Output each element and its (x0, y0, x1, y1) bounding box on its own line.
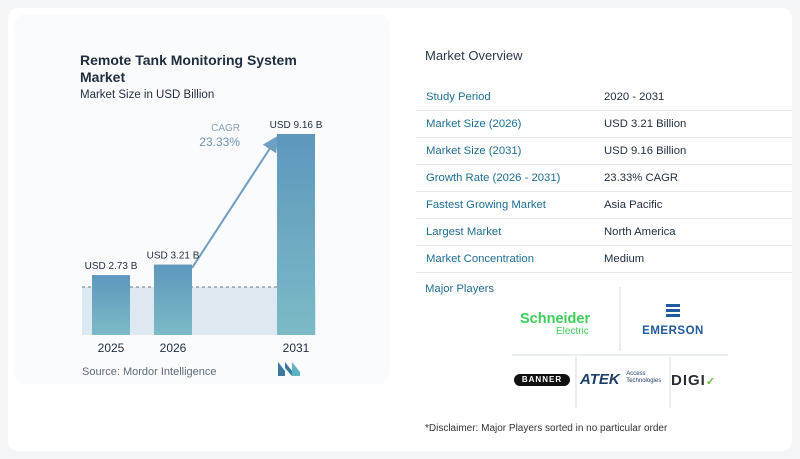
overview-value: 23.33% CAGR (594, 164, 792, 192)
overview-key: Fastest Growing Market (416, 191, 594, 219)
chart-title: Remote Tank Monitoring System Market (80, 52, 297, 85)
overview-value: 2020 - 2031 (594, 84, 792, 111)
bar-2031 (277, 134, 315, 335)
overview-key: Market Concentration (416, 245, 594, 273)
disclaimer-text: *Disclaimer: Major Players sorted in no … (425, 423, 668, 434)
data-label-2031: USD 9.16 B (270, 120, 323, 131)
emerson-logo: EMERSON (640, 304, 706, 337)
data-label-2025: USD 2.73 B (85, 261, 138, 272)
overview-row: Market Concentration Medium (416, 245, 792, 273)
overview-key: Growth Rate (2026 - 2031) (416, 164, 594, 192)
market-overview-title: Market Overview (425, 48, 523, 63)
major-players-title: Major Players (425, 283, 495, 295)
schneider-electric-logo: Schneider Electric (520, 311, 591, 337)
emerson-mark-icon (666, 304, 680, 317)
market-overview-table: Study Period 2020 - 2031 Market Size (2026… (416, 84, 792, 273)
cagr-value: 23.33% (199, 135, 240, 149)
cagr-label: CAGR (211, 123, 240, 134)
bar-chart: CAGR 23.33% USD 2.73 B 2025 USD 3.21 B 2026… (82, 120, 323, 355)
overview-key: Market Size (2031) (416, 137, 594, 165)
overview-row: Largest Market North America (416, 218, 792, 246)
x-tick-label-2026: 2026 (160, 341, 187, 355)
players-grid (512, 287, 728, 408)
overview-value: USD 9.16 Billion (594, 137, 792, 165)
overview-key: Study Period (416, 84, 594, 111)
overview-value: North America (594, 218, 792, 246)
x-tick-label-2025: 2025 (98, 341, 125, 355)
source-text: Source: Mordor Intelligence (82, 366, 217, 378)
overview-value: USD 3.21 Billion (594, 110, 792, 138)
data-label-2026: USD 3.21 B (147, 251, 200, 262)
chart-subtitle: Market Size in USD Billion (80, 89, 215, 101)
overview-key: Largest Market (416, 218, 594, 246)
banner-logo: BANNER (514, 374, 570, 386)
overview-row: Fastest Growing Market Asia Pacific (416, 191, 792, 219)
overview-row: Market Size (2026) USD 3.21 Billion (416, 110, 792, 138)
overview-row: Market Size (2031) USD 9.16 Billion (416, 137, 792, 165)
overview-row: Study Period 2020 - 2031 (416, 84, 792, 111)
overview-value: Medium (594, 245, 792, 273)
bar-2026 (154, 264, 192, 335)
mordor-logo-icon (278, 362, 300, 376)
overview-row: Growth Rate (2026 - 2031) 23.33% CAGR (416, 164, 792, 192)
atek-logo: ATEK Access Technologies (580, 371, 662, 388)
overview-key: Market Size (2026) (416, 110, 594, 138)
digi-logo: DIGI✓ (671, 372, 717, 389)
overview-value: Asia Pacific (594, 191, 792, 219)
cagr-arrow (191, 135, 279, 269)
bar-2025 (92, 275, 130, 335)
x-tick-label-2031: 2031 (283, 341, 310, 355)
